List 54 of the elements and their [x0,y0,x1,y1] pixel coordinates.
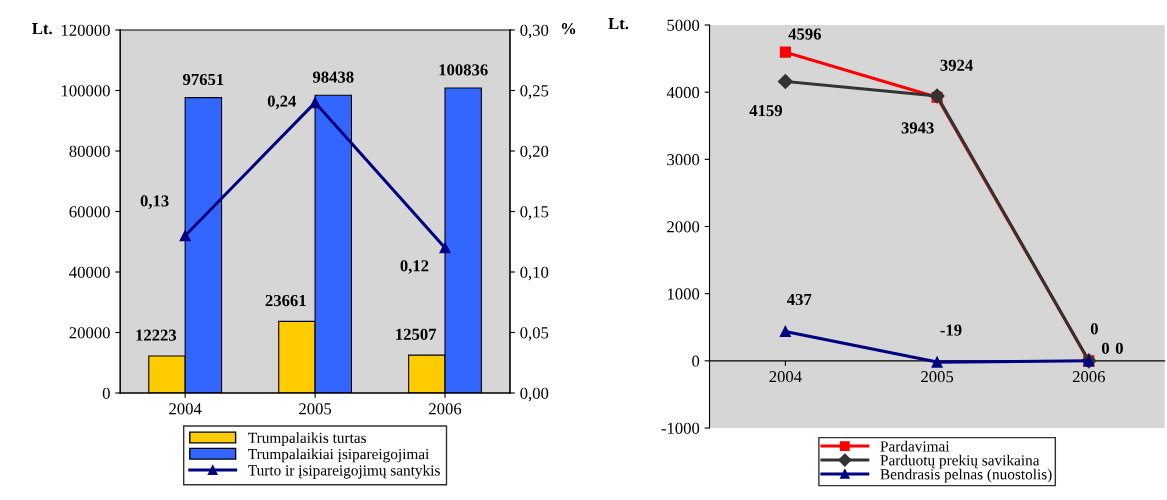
data-label: 437 [787,293,812,306]
legend-label: Bendrasis pelnas (nuostolis) [880,468,1052,483]
x-tick-label: 2006 [429,403,462,415]
y2-tick-label: 0,05 [520,327,549,341]
data-label: 12223 [136,329,177,341]
y2-tick-label: 0,15 [520,206,549,220]
data-label: 0 [1090,323,1098,335]
y-axis-title: Lt. [32,23,52,35]
y-tick-label: -1000 [661,422,700,434]
y2-tick-label: 0,30 [520,24,549,39]
data-label: 100836 [439,64,488,76]
y2-axis-title: % [561,22,576,35]
y-tick-label: 1000 [667,288,700,300]
y-tick-label: 20000 [69,327,110,339]
y-tick-label: 80000 [69,145,110,157]
data-label: 23661 [265,294,306,307]
x-tick-label: 2004 [769,371,802,383]
legend-label: Pardavimai [880,440,950,452]
data-label: 3943 [901,122,934,134]
data-label: 0,12 [400,260,429,274]
legend-label: Trumpalaikiai įsipareigojimai [248,448,430,463]
y-tick-label: 5000 [667,19,700,31]
data-label: 0 [1101,342,1110,354]
data-label: 98438 [312,71,354,83]
legend-label: Parduotų prekių savikaina [880,454,1040,469]
legend-label: Trumpalaikis turtas [248,432,366,447]
data-label: 0,24 [267,95,297,110]
y-tick-label: 40000 [69,266,110,278]
x-tick-label: 2005 [299,403,332,415]
y-tick-label: 3000 [667,154,700,166]
x-tick-label: 2006 [1072,371,1105,383]
x-tick-label: 2004 [169,403,202,415]
y-tick-label: 60000 [69,206,110,218]
y-axis-title: Lt. [608,18,629,30]
y-tick-label: 100000 [61,85,110,97]
y2-tick-label: 0,10 [520,266,549,281]
data-label: 97651 [182,73,224,86]
y-tick-label: 4000 [666,86,700,99]
legend-label: Turto ir įsipareigojimų santykis [248,464,440,479]
data-label: 4159 [749,105,783,117]
data-label: 0,13 [140,195,169,209]
data-label: 0 [1115,342,1123,354]
data-label: 4596 [788,28,822,40]
y-tick-label: 0 [692,355,700,367]
y2-tick-label: 0,20 [520,145,549,160]
y2-tick-label: 0,25 [520,85,549,99]
y-tick-label: 120000 [61,24,110,36]
data-label: 3924 [940,59,973,71]
y-tick-label: 2000 [667,221,700,233]
data-label: 12507 [396,328,437,340]
y-tick-label: 0 [102,387,110,399]
x-tick-label: 2005 [921,371,954,383]
data-label: -19 [940,324,962,336]
y2-tick-label: 0,00 [520,387,549,402]
